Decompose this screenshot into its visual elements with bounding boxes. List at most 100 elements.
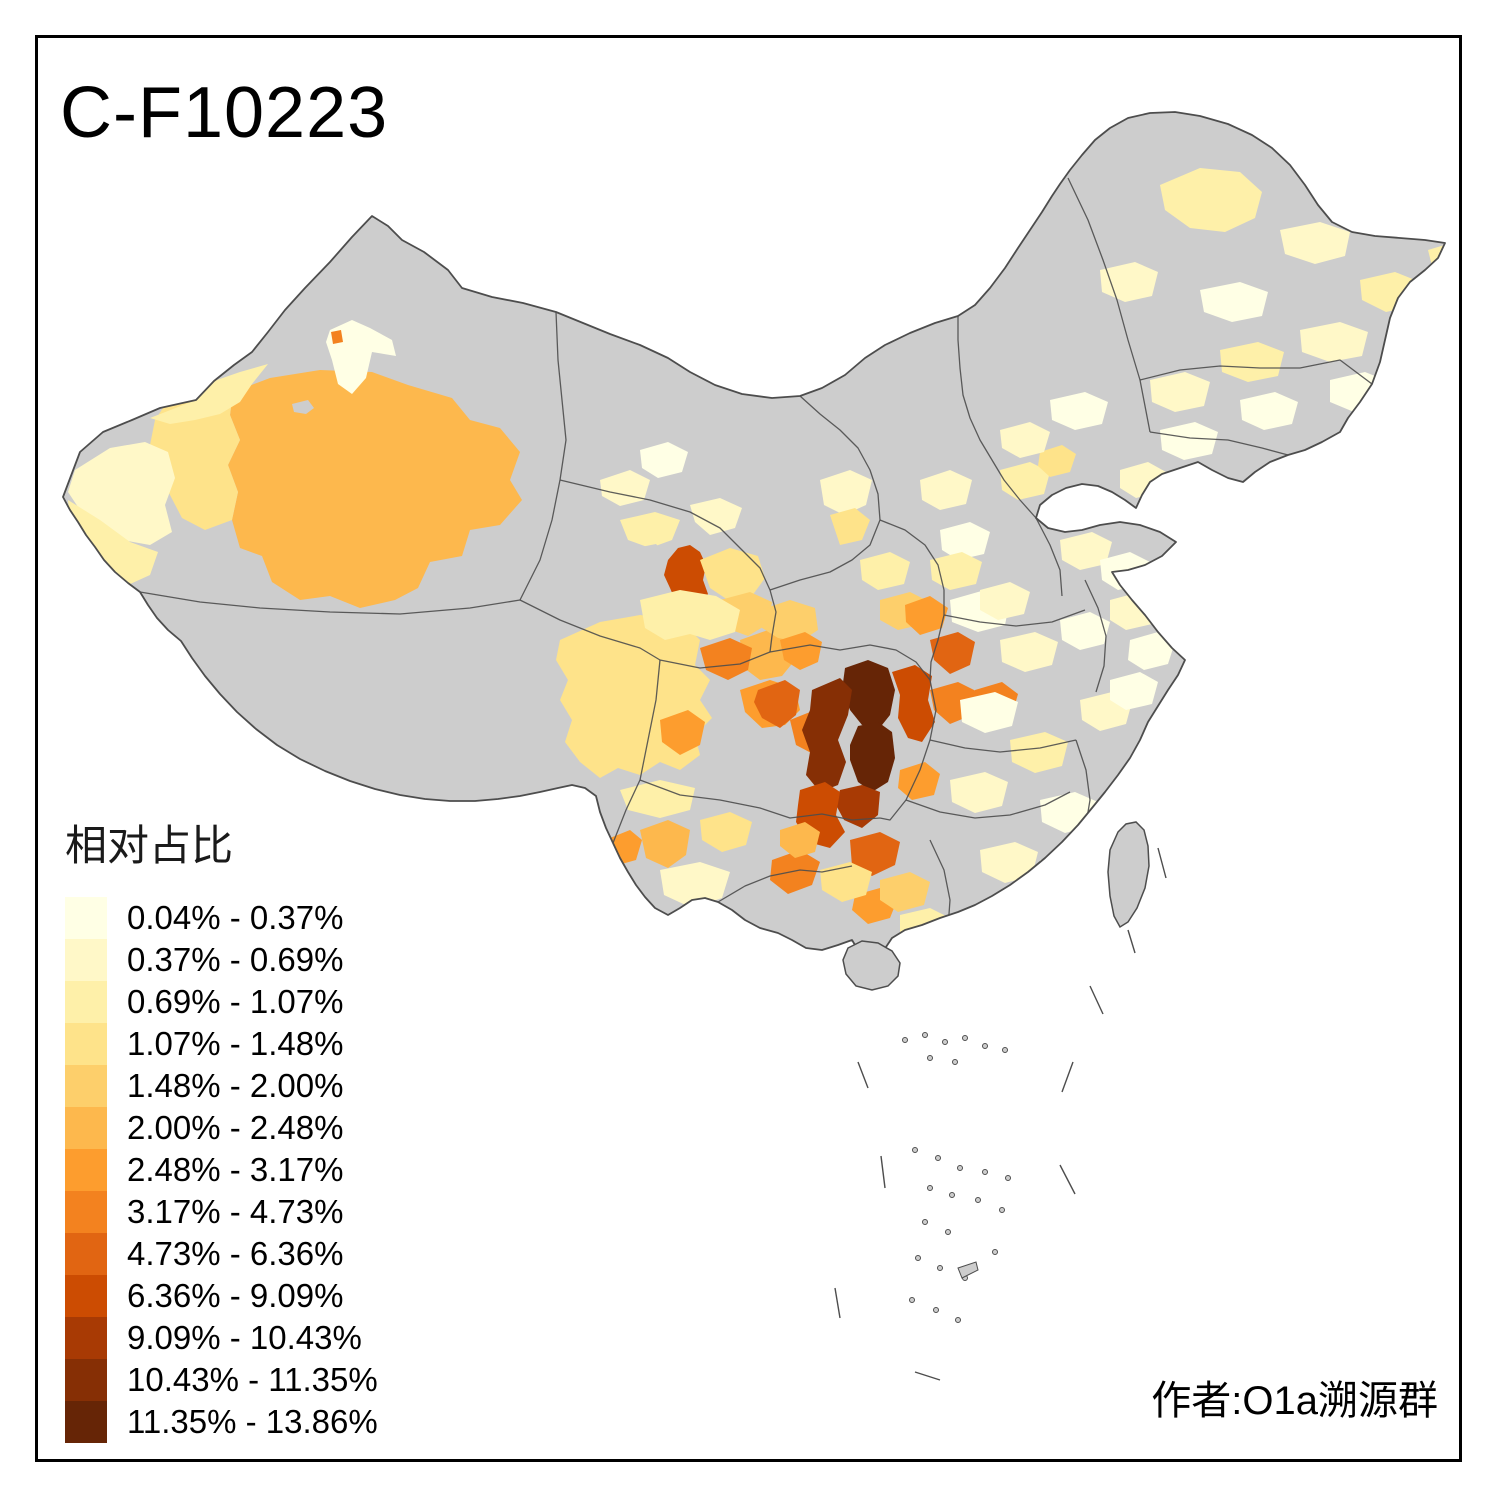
map-region-xinjiang-korla-dot [331, 330, 343, 344]
map-region-xinjiang-urumqi [326, 320, 396, 394]
legend-range-label: 6.36% - 9.09% [127, 1277, 344, 1314]
map-region-xinjiang-yarkand [68, 500, 158, 585]
legend-range-label: 11.35% - 13.86% [127, 1403, 378, 1440]
map-region-ring-outer-nw [700, 638, 752, 680]
legend-swatch [65, 1065, 107, 1107]
map-region-sichuan-deyang [780, 632, 822, 670]
map-region-jilin-mid [1240, 392, 1298, 430]
map-region-heilongjiang-ne-1 [1280, 222, 1350, 264]
map-region-hotspot-east [892, 665, 935, 742]
map-region-hotspot-chongqing-core [842, 660, 895, 730]
map-region-guizhou-west [780, 822, 820, 858]
map-region-bosten-lake [292, 400, 314, 414]
map-region-hunan-2 [960, 692, 1018, 733]
legend-row: 10.43% - 11.35% [65, 1359, 378, 1401]
legend-row: 1.07% - 1.48% [65, 1023, 378, 1065]
legend-range-label: 0.37% - 0.69% [127, 941, 344, 978]
legend-swatch [65, 1359, 107, 1401]
legend-swatch [65, 939, 107, 981]
legend-row: 0.04% - 0.37% [65, 897, 378, 939]
page-title: C-F10223 [60, 73, 389, 153]
map-region-liaoning-1 [1160, 422, 1218, 460]
province-boundaries [139, 177, 1373, 929]
map-region-sichuan-mianyang [760, 600, 818, 642]
map-region-scatter-n [905, 596, 948, 635]
map-region-qinghai-east-2 [690, 498, 742, 535]
legend-swatch [65, 1317, 107, 1359]
map-region-yunnan-kunming [640, 820, 690, 868]
map-region-sichuan-aba [640, 590, 740, 640]
legend-range-label: 2.00% - 2.48% [127, 1109, 344, 1146]
map-region-hunan-3 [1010, 732, 1068, 773]
attribution: 作者:O1a溯源群 [1151, 1379, 1438, 1423]
map-region-ring-northeast [930, 632, 975, 674]
map-region-qinghai-lake [636, 544, 664, 560]
map-region-guangdong-2 [1040, 852, 1090, 890]
map-region-yunnan-pale-1 [620, 780, 695, 818]
map-region-gansu-lanzhou [700, 548, 765, 600]
map-region-yunnan-pale-3 [700, 812, 752, 852]
map-region-sichuan-garze [556, 615, 712, 778]
legend-row: 0.69% - 1.07% [65, 981, 378, 1023]
legend-range-label: 1.07% - 1.48% [127, 1025, 344, 1062]
legend-swatch [65, 1023, 107, 1065]
map-region-xinjiang-ili [150, 364, 268, 424]
map-region-hotspot-west [802, 678, 852, 792]
map-region-ring-south [850, 832, 900, 876]
map-region-beijing [1038, 445, 1076, 477]
south-china-sea-islets [834, 847, 1167, 1381]
map-region-hubei-1 [1000, 632, 1058, 672]
map-region-heilongjiang-s [1220, 342, 1284, 382]
map-region-neimenggu-e-2 [1000, 422, 1050, 458]
legend: 相对占比 0.04% - 0.37% 0.37% - 0.69% 0.69% - 1… [65, 812, 378, 1443]
map-region-xinjiang-bayingolin [228, 370, 522, 608]
legend-range-label: 9.09% - 10.43% [127, 1319, 362, 1356]
map-region-heilongjiang-mid-2 [1300, 322, 1368, 362]
map-region-ring-west [754, 680, 800, 728]
map-region-shandong-w [1060, 532, 1112, 570]
map-region-yunnan-pale-2 [660, 862, 730, 908]
map-region-hunan-4 [950, 772, 1008, 813]
map-region-heilongjiang-mid-1 [1200, 282, 1268, 322]
legend-swatch [65, 981, 107, 1023]
map-region-guangxi-2 [880, 872, 930, 912]
map-region-hotspot-zunyi-core [850, 722, 895, 792]
legend-row: 2.00% - 2.48% [65, 1107, 378, 1149]
map-region-ningxia-2 [830, 508, 870, 545]
legend-title: 相对占比 [65, 822, 234, 869]
map-region-henan-2 [980, 582, 1030, 620]
map-region-shaanxi-mid [860, 552, 910, 590]
taiwan-island [1107, 821, 1150, 929]
legend-row: 11.35% - 13.86% [65, 1401, 378, 1443]
legend-row: 2.48% - 3.17% [65, 1149, 378, 1191]
map-region-ring-outer-s [770, 850, 820, 894]
map-region-heilongjiang-north [1160, 168, 1262, 232]
hainan-island [842, 940, 901, 991]
legend-range-label: 0.04% - 0.37% [127, 899, 344, 936]
legend-swatch [65, 1107, 107, 1149]
legend-range-label: 4.73% - 6.36% [127, 1235, 344, 1272]
legend-range-label: 1.48% - 2.00% [127, 1067, 344, 1104]
map-region-scatter-w [660, 710, 705, 755]
map-region-qinghai-east-1 [620, 512, 680, 548]
map-region-jilin-west [1150, 372, 1210, 412]
map-region-zhejiang-1 [1110, 672, 1158, 710]
map-region-xinjiang-aksu [150, 392, 240, 530]
map-region-jiangsu-2 [1128, 632, 1175, 670]
legend-row: 1.48% - 2.00% [65, 1065, 378, 1107]
legend-rows: 0.04% - 0.37% 0.37% - 0.69% 0.69% - 1.07% 1… [65, 897, 378, 1443]
map-region-scatter-se [898, 762, 940, 800]
legend-row: 3.17% - 4.73% [65, 1191, 378, 1233]
map-region-shanxi-2 [940, 522, 990, 560]
map-region-shanxi-1 [920, 470, 972, 510]
legend-swatch [65, 897, 107, 939]
legend-row: 6.36% - 9.09% [65, 1275, 378, 1317]
map-region-neimenggu-e-1 [1050, 392, 1108, 430]
legend-swatch [65, 1275, 107, 1317]
map-region-guangxi-1 [820, 862, 872, 902]
legend-row: 0.37% - 0.69% [65, 939, 378, 981]
map-region-anhui-1 [1060, 612, 1110, 650]
legend-swatch [65, 1401, 107, 1443]
